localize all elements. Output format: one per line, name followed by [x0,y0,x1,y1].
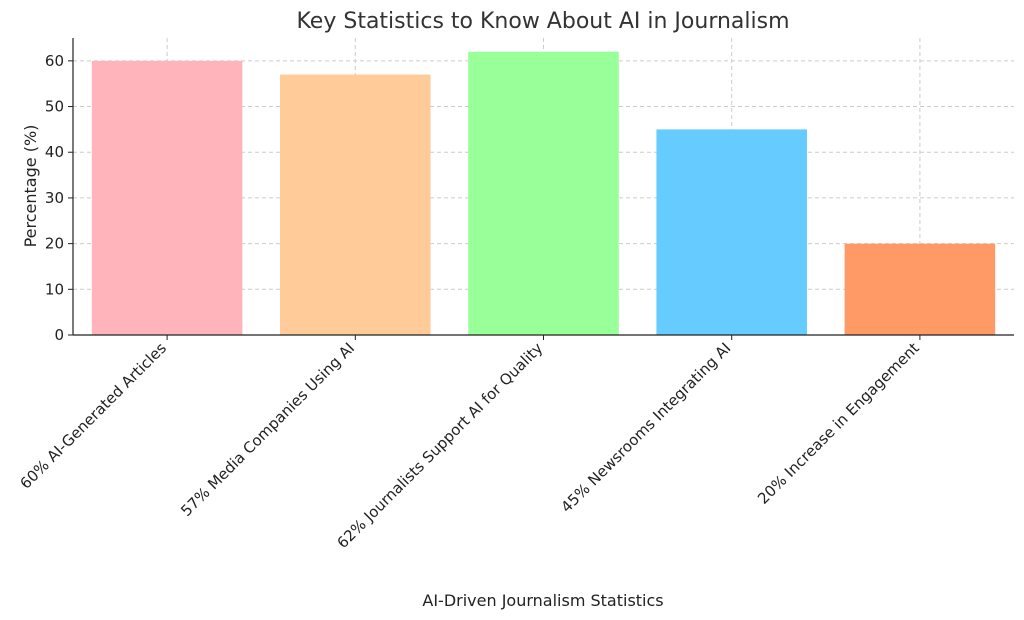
y-tick-label: 30 [45,189,64,207]
x-tick-label: 45% Newsrooms Integrating AI [557,339,734,516]
y-tick-label: 40 [45,143,64,161]
y-tick-label: 0 [54,326,64,344]
x-tick-label: 60% AI-Generated Articles [16,339,170,493]
x-tick-label: 20% Increase in Engagement [754,339,923,508]
y-tick-label: 20 [45,235,64,253]
bars [91,51,996,336]
y-axis-label: Percentage (%) [21,125,40,248]
bar [280,74,431,336]
bar [91,60,243,335]
bar [844,243,996,335]
bar [468,51,619,335]
bar [656,129,807,335]
y-tick-label: 50 [45,98,64,116]
x-tick-label: 62% Journalists Support AI for Quality [334,339,547,552]
x-tick-label: 57% Media Companies Using AI [177,339,358,520]
x-axis-label: AI-Driven Journalism Statistics [422,591,663,610]
y-tick-label: 60 [45,52,64,70]
chart-title: Key Statistics to Know About AI in Journ… [296,9,789,34]
y-tick-label: 10 [45,280,64,298]
